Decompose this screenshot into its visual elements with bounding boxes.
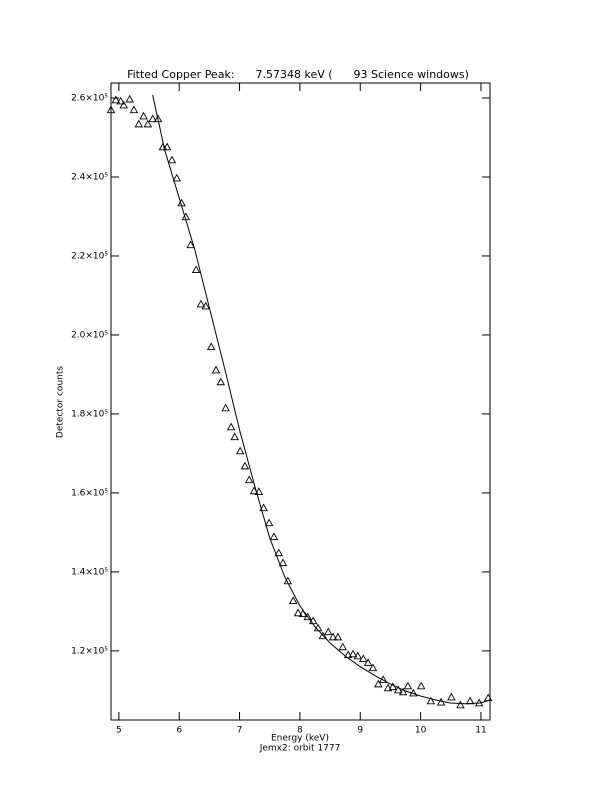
data-point <box>388 682 398 691</box>
y-axis-label: Detector counts <box>56 366 66 438</box>
data-point <box>196 299 206 308</box>
data-point <box>125 94 134 103</box>
data-point <box>264 518 274 527</box>
data-point <box>111 95 121 104</box>
data-point <box>158 142 168 151</box>
y-tick-label: 1.6×10⁵ <box>71 488 108 498</box>
y-tick-label: 1.4×10⁵ <box>71 567 108 577</box>
data-point <box>274 548 284 557</box>
data-point <box>216 377 226 386</box>
data-point <box>278 558 288 567</box>
x-axis-label: Energy (keV) <box>271 734 329 744</box>
x-tick-label: 9 <box>357 726 363 736</box>
data-point <box>293 608 303 617</box>
data-point <box>323 627 333 636</box>
y-tick-label: 2.0×10⁵ <box>71 330 108 340</box>
data-point <box>394 685 403 694</box>
y-tick-label: 2.2×10⁵ <box>71 251 108 261</box>
data-point <box>374 679 383 688</box>
data-point <box>303 612 313 621</box>
data-point <box>333 632 343 641</box>
data-point <box>106 105 116 114</box>
data-point <box>254 487 264 495</box>
data-point <box>191 265 201 274</box>
data-point <box>368 663 378 672</box>
data-point <box>186 240 195 249</box>
x-tick-label: 7 <box>237 726 243 736</box>
data-point <box>201 301 211 310</box>
data-point <box>398 687 408 696</box>
x-tick-label: 10 <box>415 726 427 736</box>
data-point <box>206 342 216 351</box>
subtitle: Jemx2: orbit 1777 <box>259 744 341 754</box>
data-point <box>230 432 239 441</box>
data-point <box>456 700 465 709</box>
data-point <box>363 658 373 666</box>
data-point <box>269 532 279 541</box>
data-point <box>338 642 348 651</box>
data-point <box>288 596 298 604</box>
data-point <box>162 142 172 151</box>
x-tick-label: 6 <box>176 726 182 736</box>
data-point <box>211 365 221 374</box>
data-point <box>143 119 153 128</box>
chart-title: Fitted Copper Peak: 7.57348 keV ( 93 Sci… <box>127 68 469 81</box>
data-point <box>172 173 182 182</box>
data-point <box>328 632 338 641</box>
data-point <box>353 651 363 660</box>
data-point <box>447 692 456 701</box>
data-point <box>119 100 128 109</box>
data-point <box>167 155 177 164</box>
y-tick-label: 2.4×10⁵ <box>71 172 108 182</box>
data-point <box>298 609 308 618</box>
data-point <box>426 696 436 705</box>
data-point <box>244 475 254 484</box>
data-point <box>383 683 393 692</box>
y-tick-label: 1.2×10⁵ <box>71 646 108 656</box>
data-point <box>416 681 426 690</box>
x-tick-label: 8 <box>297 726 303 736</box>
data-point <box>116 96 125 105</box>
data-point <box>403 681 413 690</box>
data-point <box>358 654 368 663</box>
data-point <box>139 111 148 120</box>
data-point <box>348 649 358 658</box>
data-point <box>240 461 250 470</box>
data-point <box>134 119 144 128</box>
data-point <box>148 114 157 123</box>
x-tick-label: 5 <box>116 726 122 736</box>
data-point <box>259 503 268 512</box>
data-point <box>221 403 230 412</box>
y-tick-label: 2.6×10⁵ <box>71 94 108 104</box>
y-tick-label: 1.8×10⁵ <box>71 409 108 419</box>
data-point <box>129 105 139 114</box>
data-point <box>318 631 328 640</box>
plot-frame <box>110 82 491 721</box>
fit-line <box>152 94 491 705</box>
data-point <box>226 422 236 431</box>
data-point <box>235 446 245 455</box>
x-tick-label: 11 <box>475 726 486 736</box>
